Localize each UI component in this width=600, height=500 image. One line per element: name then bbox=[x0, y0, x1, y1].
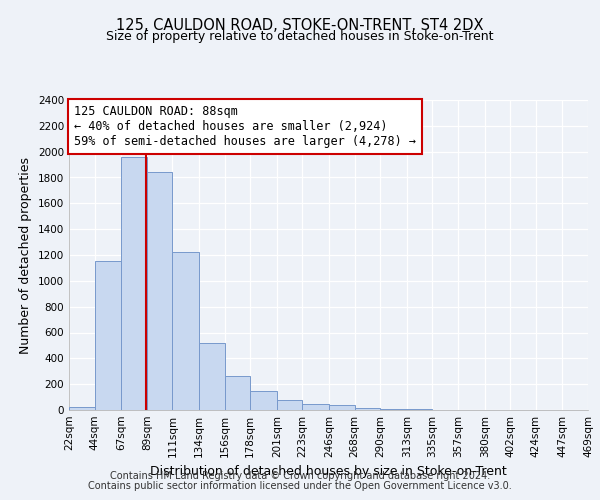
Bar bbox=[224, 376, 250, 410]
Bar bbox=[95, 262, 121, 410]
Y-axis label: Number of detached properties: Number of detached properties bbox=[19, 156, 32, 354]
Bar bbox=[380, 409, 407, 410]
Bar bbox=[329, 405, 355, 410]
Text: Contains public sector information licensed under the Open Government Licence v3: Contains public sector information licen… bbox=[88, 481, 512, 491]
Bar bbox=[250, 391, 277, 410]
Text: 125, CAULDON ROAD, STOKE-ON-TRENT, ST4 2DX: 125, CAULDON ROAD, STOKE-ON-TRENT, ST4 2… bbox=[116, 18, 484, 32]
Bar bbox=[121, 157, 147, 410]
Text: Size of property relative to detached houses in Stoke-on-Trent: Size of property relative to detached ho… bbox=[106, 30, 494, 43]
Bar bbox=[277, 400, 302, 410]
Text: Contains HM Land Registry data © Crown copyright and database right 2024.: Contains HM Land Registry data © Crown c… bbox=[110, 471, 490, 481]
Text: 125 CAULDON ROAD: 88sqm
← 40% of detached houses are smaller (2,924)
59% of semi: 125 CAULDON ROAD: 88sqm ← 40% of detache… bbox=[74, 104, 416, 148]
Bar bbox=[199, 343, 224, 410]
Bar bbox=[69, 407, 95, 410]
Bar bbox=[147, 172, 172, 410]
Bar bbox=[172, 252, 199, 410]
X-axis label: Distribution of detached houses by size in Stoke-on-Trent: Distribution of detached houses by size … bbox=[150, 466, 507, 478]
Bar bbox=[302, 404, 329, 410]
Bar bbox=[355, 408, 380, 410]
